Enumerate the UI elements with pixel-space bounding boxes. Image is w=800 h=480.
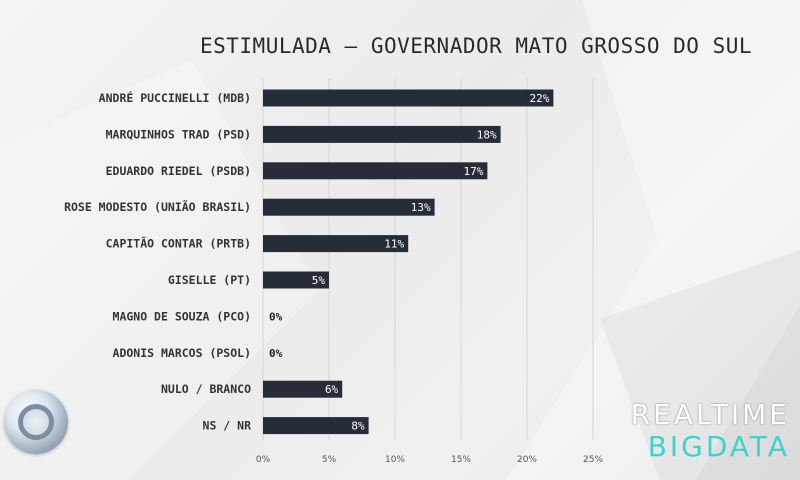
data-label: 11% (384, 238, 404, 251)
logo-ring (18, 404, 54, 440)
x-tick-label: 20% (517, 455, 537, 465)
bar (263, 380, 343, 398)
bar (263, 89, 554, 107)
data-label: 0% (269, 347, 283, 360)
data-label: 8% (351, 420, 365, 433)
category-label: ADONIS MARCOS (PSOL) (113, 346, 251, 360)
category-label: NULO / BRANCO (161, 382, 251, 396)
data-label: 17% (464, 165, 484, 178)
data-label: 18% (477, 128, 497, 141)
bar (263, 235, 409, 253)
data-label: 13% (411, 201, 431, 214)
bar (263, 417, 369, 435)
category-label: ANDRÉ PUCCINELLI (MDB) (99, 90, 251, 105)
category-label: MAGNO DE SOUZA (PCO) (113, 309, 251, 323)
category-label: CAPITÃO CONTAR (PRTB) (106, 236, 251, 251)
record-tv-logo-icon (4, 390, 68, 454)
brand-realtime: REALTIME (630, 398, 790, 431)
category-label: GISELLE (PT) (168, 273, 251, 287)
category-label: MARQUINHOS TRAD (PSD) (106, 127, 251, 141)
category-label: ROSE MODESTO (UNIÃO BRASIL) (64, 199, 251, 214)
x-tick-label: 0% (256, 455, 271, 465)
data-label: 0% (269, 310, 283, 323)
bar (263, 162, 488, 180)
x-tick-label: 10% (385, 455, 405, 465)
bar (263, 198, 435, 216)
x-tick-label: 15% (451, 455, 471, 465)
data-label: 5% (312, 274, 326, 287)
data-label: 22% (530, 92, 550, 105)
chart-title: ESTIMULADA – GOVERNADOR MATO GROSSO DO S… (199, 34, 752, 58)
x-tick-label: 5% (322, 455, 337, 465)
x-tick-label: 25% (583, 455, 603, 465)
bar (263, 271, 329, 289)
data-label: 6% (325, 383, 339, 396)
category-label: NS / NR (203, 419, 252, 433)
brand-bigdata: BIGDATA (647, 430, 790, 463)
bar (263, 125, 501, 143)
category-label: EDUARDO RIEDEL (PSDB) (106, 164, 251, 178)
